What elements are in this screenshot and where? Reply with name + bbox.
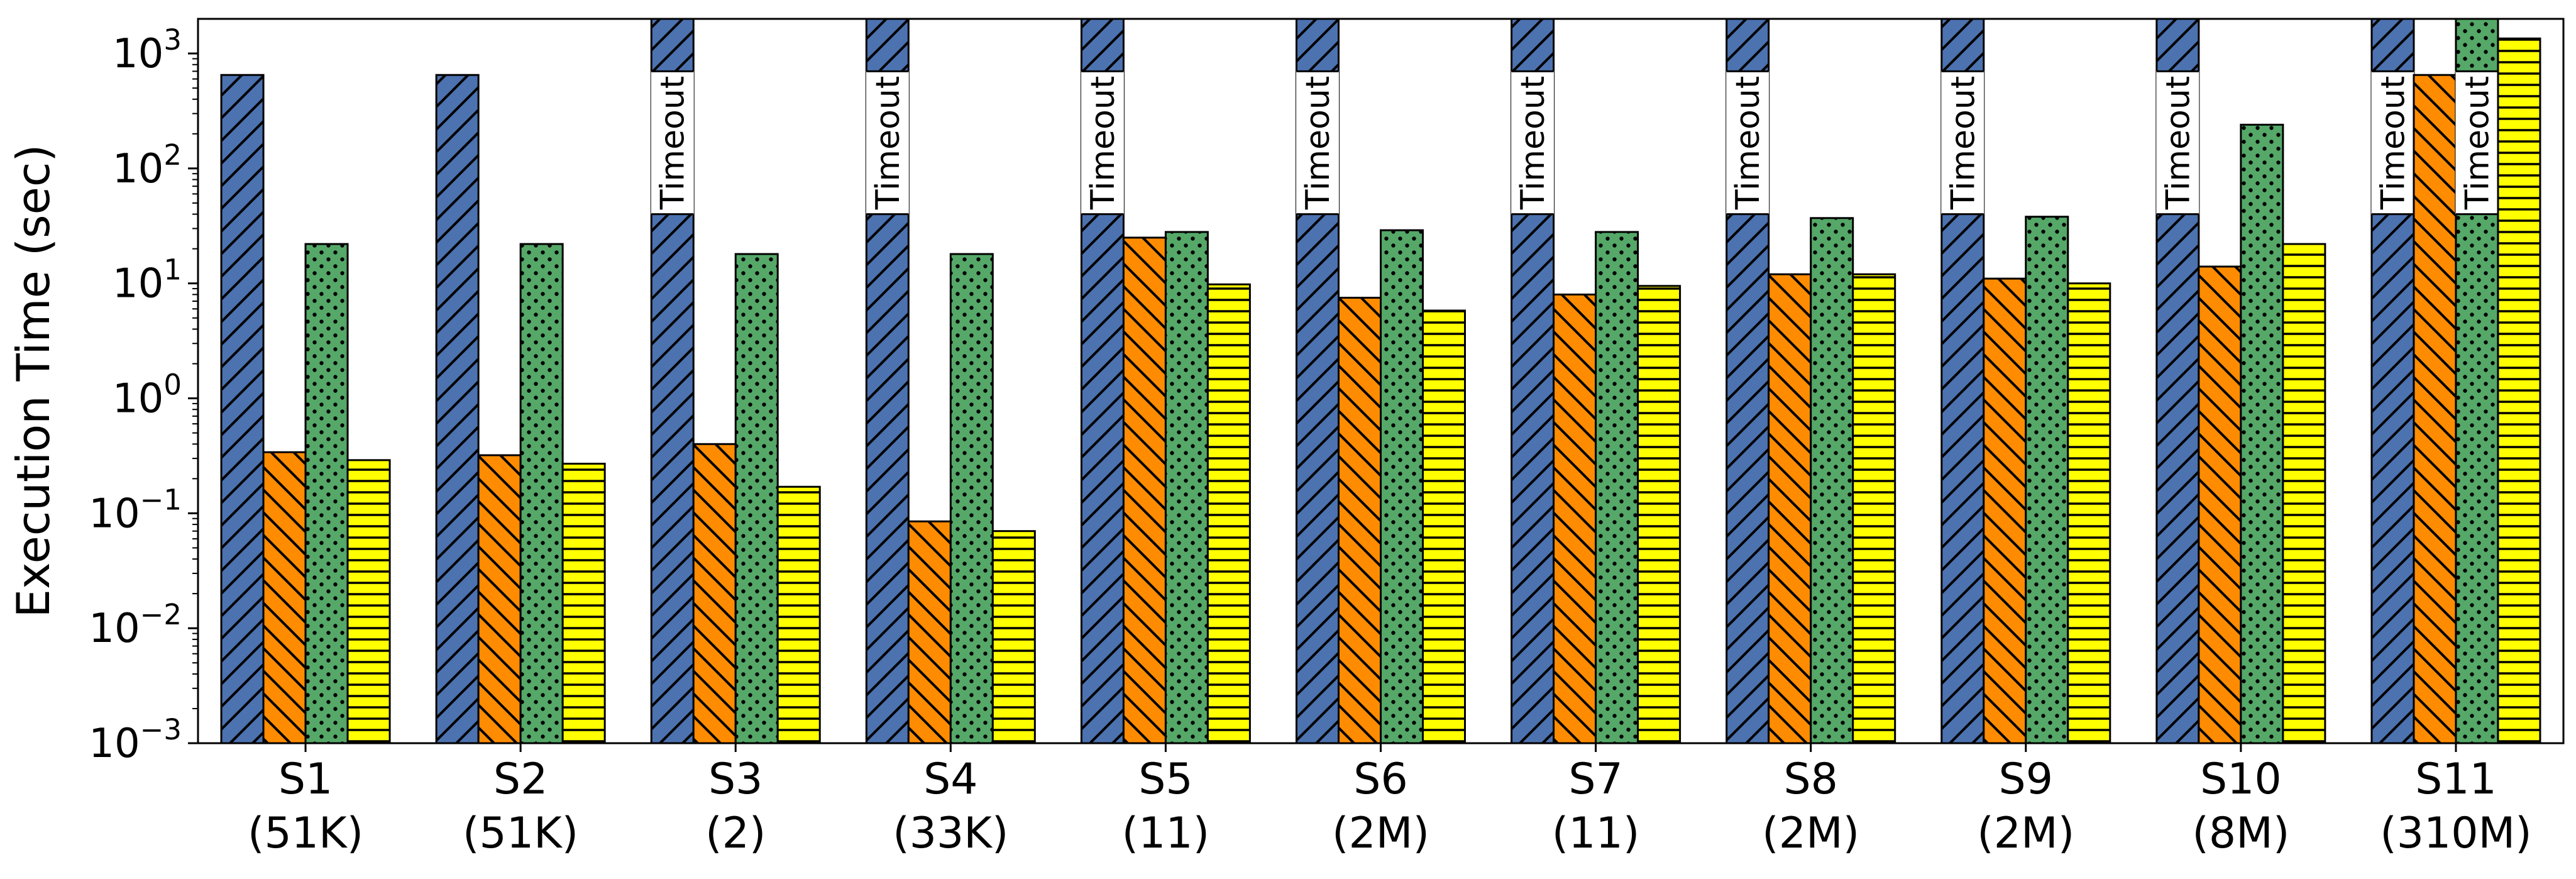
- bar-s11-series4: [2497, 37, 2541, 744]
- bar-s4-series2: [907, 520, 952, 744]
- bar-s5-series1-timeout-label: Timeout: [1084, 76, 1122, 210]
- axes-layer: [188, 18, 2565, 752]
- bar-s7-series4: [1637, 285, 1682, 744]
- bar-s9-series3: [2025, 216, 2069, 744]
- bar-s5-series4: [1206, 283, 1251, 744]
- y-tick-label: 10−2: [89, 598, 182, 652]
- bar-s9-series1-timeout-label: Timeout: [1944, 76, 1982, 210]
- bar-s8-series2: [1768, 273, 1812, 744]
- x-tick-label-s4: S4: [923, 755, 977, 804]
- bar-s2-series4: [561, 462, 606, 744]
- bar-s11-series3-timeout-gap: [2455, 71, 2499, 214]
- bar-s3-series1-timeout-label: Timeout: [654, 76, 692, 210]
- bar-s10-series1-timeout-label: Timeout: [2159, 76, 2197, 210]
- plot-frame: [197, 18, 2565, 744]
- bar-s9-series4: [2067, 282, 2111, 744]
- bar-s6-series4: [1422, 309, 1466, 744]
- bar-s4-series1-timeout-label: Timeout: [869, 76, 907, 210]
- x-tick-label-s10: S10: [2200, 755, 2282, 804]
- x-tick-label-s3: S3: [708, 755, 762, 804]
- bar-s4-series3: [949, 253, 994, 744]
- x-tick-label-s2: S2: [493, 755, 548, 804]
- bar-s11-series1-timeout-gap: [2371, 71, 2414, 214]
- bar-s5-series1-timeout-gap: [1081, 71, 1124, 214]
- x-tick-size-s9: (2M): [1977, 809, 2074, 858]
- bar-s4-series1-timeout-gap: [866, 71, 909, 214]
- x-tick-size-s4: (33K): [893, 809, 1008, 858]
- bar-s6-series2: [1338, 297, 1382, 744]
- bar-s10-series2: [2198, 265, 2242, 744]
- bar-s7-series2: [1553, 293, 1597, 744]
- bar-s6-series1-timeout-label: Timeout: [1299, 76, 1337, 210]
- bar-s11-series1-timeout-label: Timeout: [2374, 76, 2412, 210]
- x-tick-label-s6: S6: [1353, 755, 1407, 804]
- bar-s3-series3: [734, 253, 779, 744]
- bar-s4-series4: [991, 530, 1036, 744]
- x-tick-size-s5: (11): [1122, 809, 1210, 858]
- bar-s11-series2: [2413, 74, 2457, 744]
- bar-s2-series3: [519, 243, 564, 744]
- bar-s7-series1-timeout-label: Timeout: [1514, 76, 1552, 210]
- bar-s9-series1-timeout-gap: [1941, 71, 1984, 214]
- bars-layer: [220, 18, 2541, 744]
- bar-s10-series3: [2240, 123, 2284, 744]
- bar-s7-series1-timeout-gap: [1511, 71, 1555, 214]
- bar-s8-series1-timeout-label: Timeout: [1729, 76, 1767, 210]
- bar-s1-series1: [220, 74, 265, 744]
- bar-s3-series2: [692, 443, 737, 744]
- y-tick-label: 100: [113, 368, 182, 423]
- bar-s1-series4: [346, 459, 391, 744]
- x-tick-size-s7: (11): [1552, 809, 1640, 858]
- bar-s5-series2: [1122, 236, 1167, 744]
- bar-s8-series1-timeout-gap: [1726, 71, 1770, 214]
- bar-s10-series4: [2282, 243, 2326, 744]
- y-tick-label: 102: [113, 138, 182, 192]
- bar-s1-series2: [262, 451, 307, 744]
- x-tick-label-s8: S8: [1783, 755, 1837, 804]
- y-tick-label: 10−1: [89, 483, 182, 537]
- labels-layer: S1 (51K) S2 (51K) Timeout S3 (2) Timeout S4 (33K)…: [7, 23, 2532, 858]
- x-tick-label-s9: S9: [1999, 755, 2053, 804]
- y-axis-title: Execution Time (sec): [7, 145, 60, 618]
- bar-s6-series1-timeout-gap: [1296, 71, 1339, 214]
- y-tick-label: 101: [113, 253, 182, 307]
- x-tick-size-s10: (8M): [2192, 809, 2289, 858]
- y-tick-label: 103: [113, 23, 182, 77]
- bar-s11-series3-timeout-label: Timeout: [2458, 76, 2496, 210]
- x-tick-size-s3: (2): [705, 809, 766, 858]
- bar-s9-series2: [1983, 277, 2027, 744]
- bar-s5-series3: [1164, 231, 1209, 744]
- x-tick-label-s5: S5: [1138, 755, 1192, 804]
- x-tick-size-s2: (51K): [463, 809, 578, 858]
- bar-s8-series4: [1852, 273, 1896, 744]
- bar-s2-series1: [435, 74, 480, 744]
- y-tick-label: 10−3: [89, 713, 182, 767]
- x-tick-label-s11: S11: [2415, 755, 2497, 804]
- bar-s3-series4: [776, 485, 821, 744]
- x-tick-label-s7: S7: [1568, 755, 1622, 804]
- bar-s8-series3: [1810, 217, 1854, 744]
- x-tick-size-s11: (310M): [2380, 809, 2532, 858]
- bar-s10-series1-timeout-gap: [2156, 71, 2199, 214]
- bar-s1-series3: [304, 243, 349, 744]
- x-tick-size-s1: (51K): [248, 809, 363, 858]
- bar-s2-series2: [477, 454, 522, 744]
- bar-s3-series1-timeout-gap: [651, 71, 694, 214]
- x-tick-size-s6: (2M): [1332, 809, 1429, 858]
- bar-s7-series3: [1595, 231, 1639, 744]
- x-tick-label-s1: S1: [278, 755, 333, 804]
- bar-s6-series3: [1380, 229, 1424, 744]
- x-tick-size-s8: (2M): [1762, 809, 1859, 858]
